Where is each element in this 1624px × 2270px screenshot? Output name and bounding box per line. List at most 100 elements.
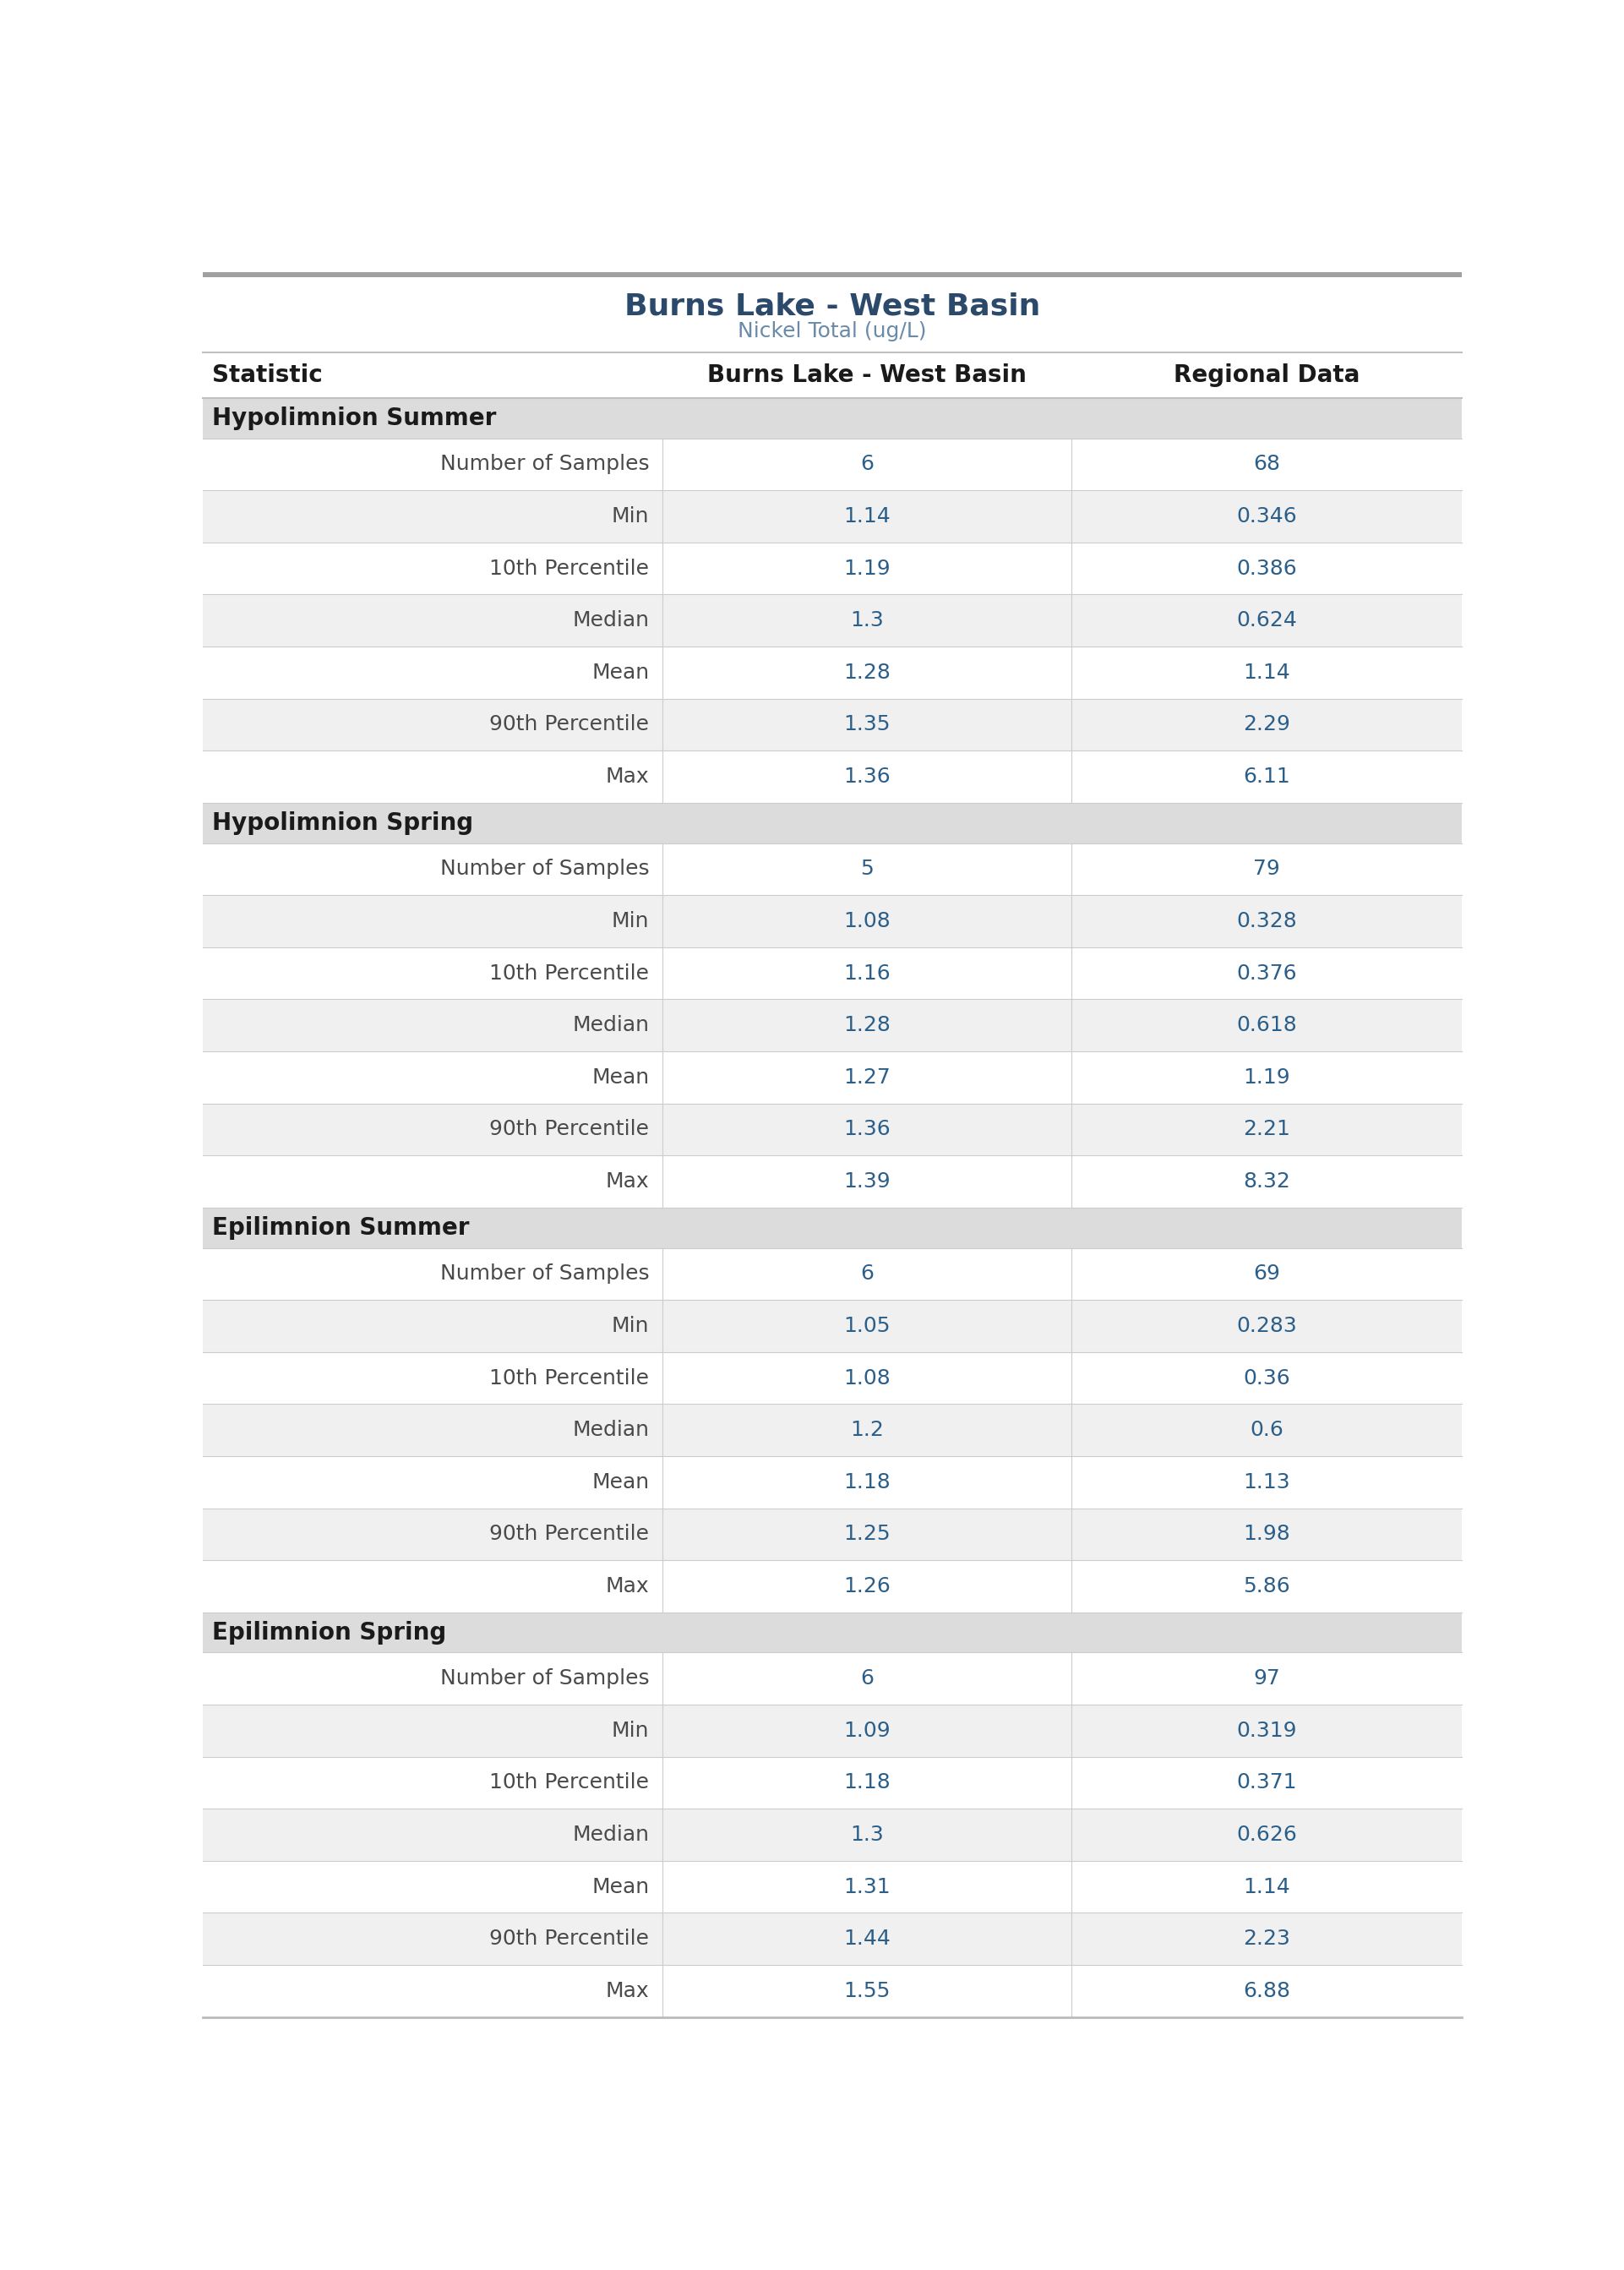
Text: 6: 6 [861,1668,874,1689]
Text: Max: Max [606,767,650,788]
Text: 1.98: 1.98 [1242,1523,1289,1544]
Text: 1.3: 1.3 [849,1825,883,1846]
Text: 2.23: 2.23 [1242,1930,1289,1950]
Text: 69: 69 [1254,1264,1280,1285]
Bar [203,1103,1462,1155]
Bar [203,352,1462,397]
Text: 1.36: 1.36 [843,767,890,788]
Text: 1.3: 1.3 [849,611,883,631]
Bar [203,947,1462,999]
Text: Min: Min [612,1317,650,1337]
Bar [203,647,1462,699]
Text: 8.32: 8.32 [1242,1171,1289,1192]
Bar [203,1249,1462,1301]
Bar [203,1507,1462,1559]
Text: 90th Percentile: 90th Percentile [489,715,650,735]
Bar [203,1914,1462,1966]
Bar [203,1353,1462,1405]
Text: Burns Lake - West Basin: Burns Lake - West Basin [624,291,1041,320]
Bar [203,999,1462,1051]
Text: 1.08: 1.08 [843,910,890,931]
Bar [203,1861,1462,1914]
Text: Number of Samples: Number of Samples [440,1264,650,1285]
Text: Max: Max [606,1982,650,2002]
Text: Burns Lake - West Basin: Burns Lake - West Basin [708,363,1026,388]
Text: 1.18: 1.18 [843,1773,890,1793]
Text: Nickel Total (ug/L): Nickel Total (ug/L) [737,322,927,340]
Bar [203,699,1462,751]
Text: 1.13: 1.13 [1242,1471,1289,1491]
Text: 1.16: 1.16 [843,962,890,983]
Text: 90th Percentile: 90th Percentile [489,1523,650,1544]
Text: 1.08: 1.08 [843,1369,890,1389]
Text: Hypolimnion Spring: Hypolimnion Spring [213,810,473,835]
Bar [203,490,1462,543]
Text: 1.18: 1.18 [843,1471,890,1491]
Text: 1.31: 1.31 [843,1877,890,1898]
Bar [203,397,1462,438]
Text: 0.36: 0.36 [1242,1369,1289,1389]
Bar [203,1405,1462,1455]
Text: 1.19: 1.19 [1242,1067,1289,1087]
Text: Mean: Mean [591,663,650,683]
Bar [203,1612,1462,1653]
Text: 10th Percentile: 10th Percentile [489,1773,650,1793]
Text: Median: Median [572,1421,650,1439]
Bar [203,1301,1462,1353]
Text: Hypolimnion Summer: Hypolimnion Summer [213,406,497,429]
Text: 79: 79 [1254,858,1280,878]
Text: 6.88: 6.88 [1242,1982,1289,2002]
Text: Epilimnion Summer: Epilimnion Summer [213,1217,469,1239]
Text: 0.386: 0.386 [1236,558,1298,579]
Text: Number of Samples: Number of Samples [440,858,650,878]
Text: 0.319: 0.319 [1236,1721,1296,1741]
Bar [203,1155,1462,1208]
Text: 0.618: 0.618 [1236,1015,1298,1035]
Text: Median: Median [572,611,650,631]
Text: Max: Max [606,1171,650,1192]
Bar [203,277,1462,352]
Text: 1.44: 1.44 [843,1930,890,1950]
Text: 1.14: 1.14 [1242,663,1289,683]
Text: Max: Max [606,1575,650,1596]
Text: 1.39: 1.39 [843,1171,890,1192]
Text: 10th Percentile: 10th Percentile [489,962,650,983]
Text: 0.371: 0.371 [1236,1773,1296,1793]
Bar [203,1208,1462,1248]
Text: 10th Percentile: 10th Percentile [489,558,650,579]
Text: 10th Percentile: 10th Percentile [489,1369,650,1389]
Text: Number of Samples: Number of Samples [440,1668,650,1689]
Text: 1.55: 1.55 [843,1982,890,2002]
Bar [203,751,1462,804]
Text: 1.14: 1.14 [1242,1877,1289,1898]
Text: 90th Percentile: 90th Percentile [489,1930,650,1950]
Text: 0.6: 0.6 [1250,1421,1283,1439]
Text: Min: Min [612,910,650,931]
Bar [203,1051,1462,1103]
Text: 1.28: 1.28 [843,663,890,683]
Text: 1.26: 1.26 [843,1575,890,1596]
Text: 1.28: 1.28 [843,1015,890,1035]
Text: 0.626: 0.626 [1236,1825,1298,1846]
Text: Epilimnion Spring: Epilimnion Spring [213,1621,447,1643]
Text: 6: 6 [861,454,874,474]
Bar [203,894,1462,947]
Text: Min: Min [612,506,650,527]
Text: Statistic: Statistic [213,363,323,388]
Text: Mean: Mean [591,1877,650,1898]
Text: 97: 97 [1254,1668,1280,1689]
Text: 1.19: 1.19 [843,558,890,579]
Text: 0.624: 0.624 [1236,611,1298,631]
Bar [203,595,1462,647]
Text: Min: Min [612,1721,650,1741]
Text: 1.35: 1.35 [843,715,890,735]
Text: 0.283: 0.283 [1236,1317,1298,1337]
Bar [203,804,1462,842]
Bar [203,438,1462,490]
Text: Number of Samples: Number of Samples [440,454,650,474]
Text: 1.36: 1.36 [843,1119,890,1140]
Text: 1.14: 1.14 [843,506,890,527]
Text: 2.21: 2.21 [1242,1119,1289,1140]
Text: 1.25: 1.25 [843,1523,890,1544]
Bar [203,1809,1462,1861]
